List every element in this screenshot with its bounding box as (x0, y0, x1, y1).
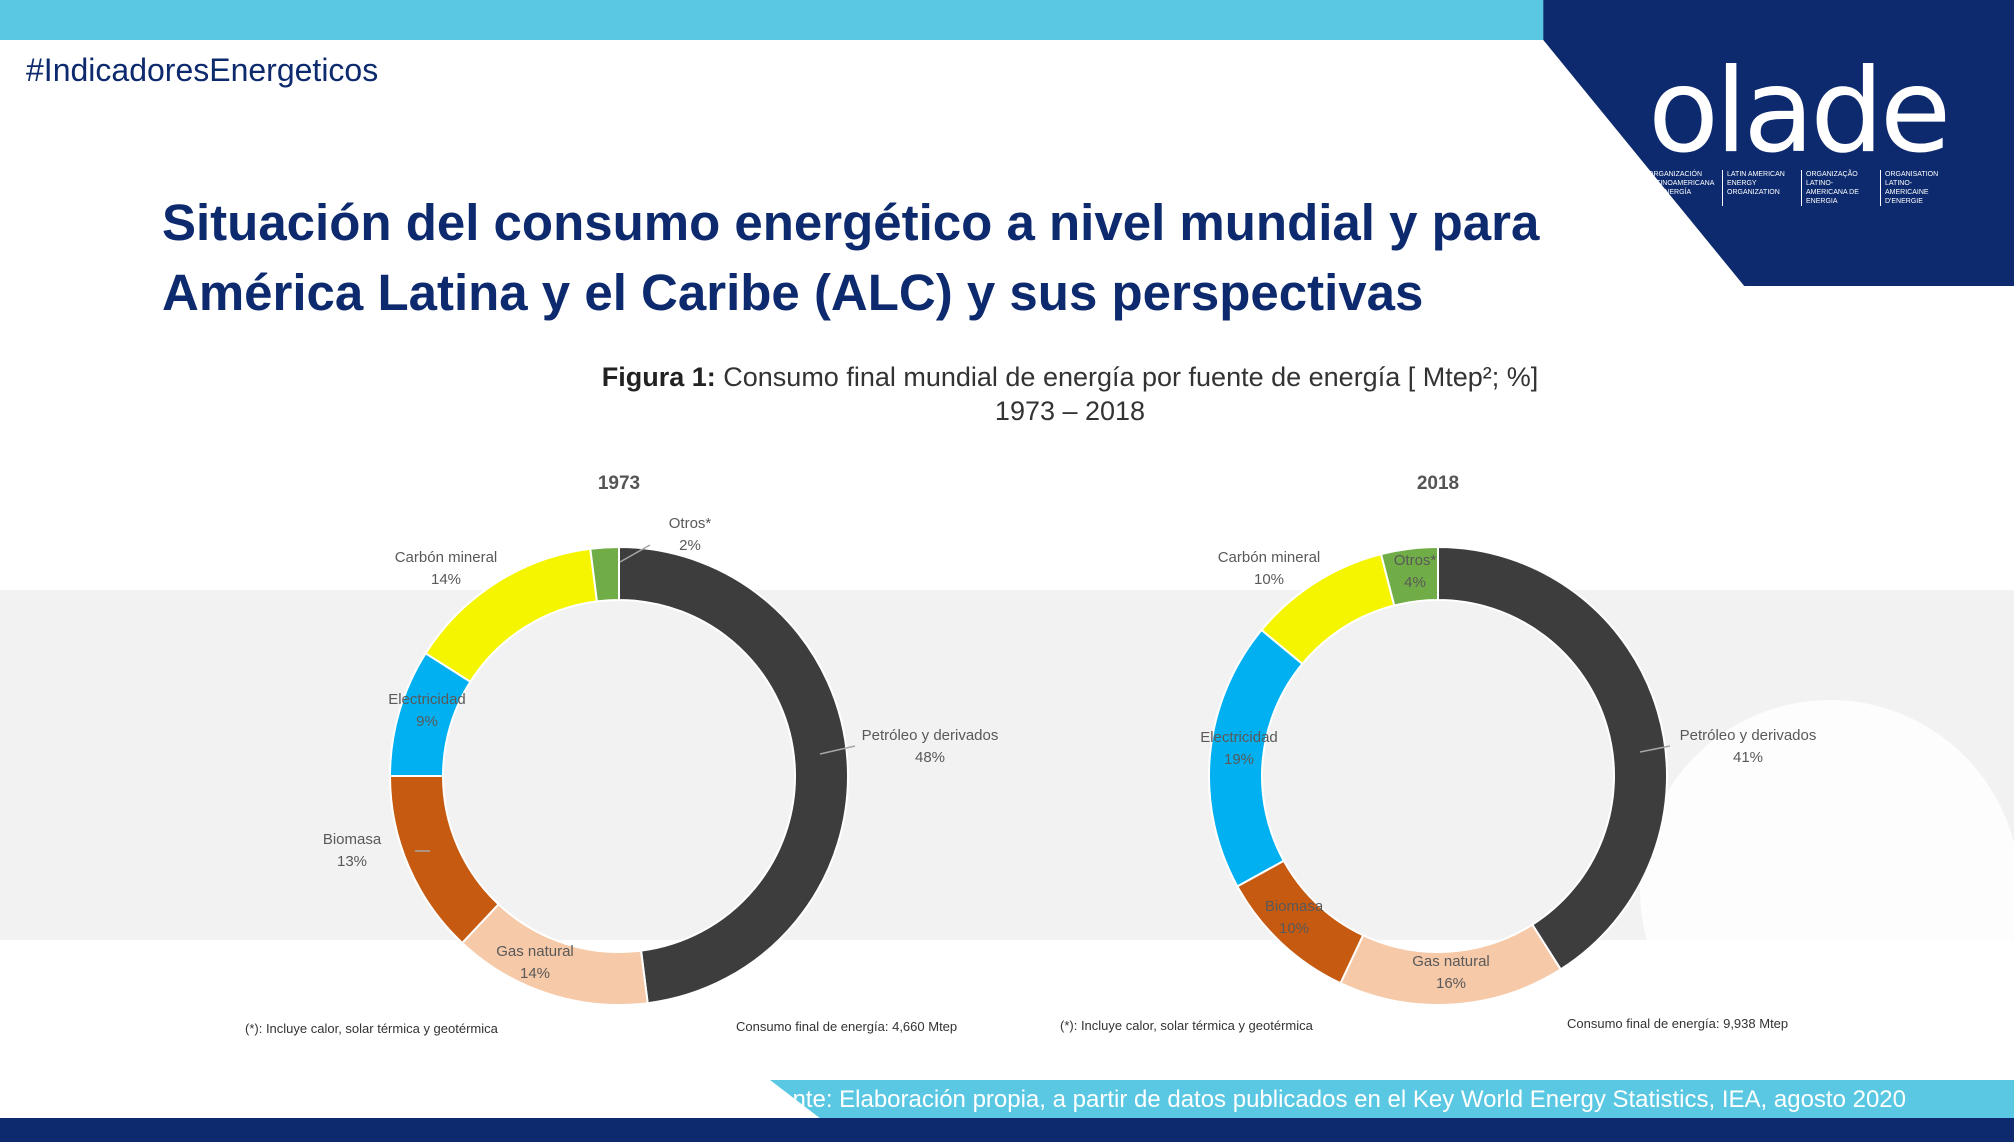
labels-2018: Petróleo y derivados 41% Gas natural 16% Bio… (1200, 549, 1816, 992)
value-electricidad-2018: 19% (1224, 751, 1254, 768)
value-petroleo-1973: 48% (915, 749, 945, 766)
page-title: Situación del consumo energético a nivel… (162, 188, 1642, 328)
leader-line-petroleo-2018 (1639, 745, 1671, 753)
label-electricidad-1973: Electricidad (388, 691, 466, 708)
label-carbon-mineral-1973: Carbón mineral (395, 549, 498, 566)
note-right-1973: Consumo final de energía: 4,660 Mtep (736, 1019, 957, 1034)
source-text: Fuente: Elaboración propia, a partir de … (751, 1086, 1906, 1113)
label-otros-2018: Otros* (1394, 552, 1437, 569)
chart-2018: 2018 Petróleo y derivados 41% Gas natural 1… (1060, 473, 1816, 1033)
logo-sub-en: LATIN AMERICAN ENERGY ORGANIZATION (1722, 170, 1793, 206)
label-biomasa-2018: Biomasa (1265, 898, 1324, 915)
label-petroleo-1973: Petróleo y derivados (862, 727, 999, 744)
title-line-2: América Latina y el Caribe (ALC) y sus p… (162, 264, 1424, 321)
figure-caption: Figura 1: Consumo final mundial de energ… (420, 360, 1720, 428)
label-gas-natural-2018: Gas natural (1412, 953, 1490, 970)
slices-1973 (388, 545, 849, 1006)
olade-logo: olade ORGANIZACIÓN LATINOAMERICANA DE EN… (1648, 44, 1958, 206)
slice-otros-1973 (589, 545, 620, 603)
value-carbon-mineral-2018: 10% (1254, 571, 1284, 588)
title-line-1: Situación del consumo energético a nivel… (162, 194, 1540, 251)
value-otros-2018: 4% (1404, 574, 1426, 591)
label-biomasa-1973: Biomasa (323, 831, 382, 848)
value-biomasa-1973: 13% (337, 853, 367, 870)
hashtag: #IndicadoresEnergeticos (26, 52, 379, 88)
leader-line-otros-1973 (619, 544, 651, 563)
top-accent-bar (0, 0, 1650, 40)
source-banner: Fuente: Elaboración propia, a partir de … (770, 1080, 2014, 1118)
bottom-bar (0, 1118, 2014, 1142)
figure-years: 1973 – 2018 (994, 396, 1146, 426)
logo-sub-es: ORGANIZACIÓN LATINOAMERICANA DE ENERGÍA (1648, 171, 1714, 196)
value-gas-natural-2018: 16% (1436, 975, 1466, 992)
figure-label: Figura 1: (601, 362, 716, 392)
leader-line-petroleo-1973 (819, 745, 856, 755)
chart-1973: 1973 Petróleo y derivados 48% Gas natural 1… (245, 473, 998, 1036)
logo-sub-pt: ORGANIZAÇÃO LATINO-AMERICANA DE ENERGIA (1801, 170, 1872, 206)
label-petroleo-2018: Petróleo y derivados (1680, 727, 1817, 744)
value-biomasa-2018: 10% (1279, 920, 1309, 937)
label-carbon-mineral-2018: Carbón mineral (1218, 549, 1321, 566)
label-otros-1973: Otros* (669, 515, 712, 532)
label-electricidad-2018: Electricidad (1200, 729, 1278, 746)
value-petroleo-2018: 41% (1733, 749, 1763, 766)
value-electricidad-1973: 9% (416, 713, 438, 730)
chart-title-1973: 1973 (598, 473, 640, 494)
label-gas-natural-1973: Gas natural (496, 943, 574, 960)
note-left-1973: (*): Incluye calor, solar térmica y geot… (245, 1021, 499, 1036)
slices-2018 (1208, 545, 1668, 1006)
value-carbon-mineral-1973: 14% (431, 571, 461, 588)
figure-caption-text: Consumo final mundial de energía por fue… (723, 362, 1539, 392)
slice-petroleo-1973 (618, 545, 849, 1005)
slice-biomasa-1973 (388, 775, 500, 945)
labels-1973: Petróleo y derivados 48% Gas natural 14% Bio… (323, 515, 999, 982)
note-left-2018: (*): Incluye calor, solar térmica y geot… (1060, 1018, 1314, 1033)
slice-petroleo-2018 (1437, 545, 1668, 971)
slice-carbon-mineral-1973 (424, 547, 599, 684)
value-gas-natural-1973: 14% (520, 965, 550, 982)
slice-otros-2018 (1379, 545, 1439, 607)
chart-title-2018: 2018 (1417, 473, 1459, 494)
value-otros-1973: 2% (679, 537, 701, 554)
note-right-2018: Consumo final de energía: 9,938 Mtep (1567, 1016, 1788, 1031)
logo-wordmark: olade (1648, 44, 1951, 179)
globe-watermark (1640, 700, 2014, 1080)
logo-subtitles: ORGANIZACIÓN LATINOAMERICANA DE ENERGÍA … (1648, 170, 1958, 206)
logo-sub-fr: ORGANISATION LATINO-AMERICAINE D'ENERGIE (1880, 170, 1951, 206)
